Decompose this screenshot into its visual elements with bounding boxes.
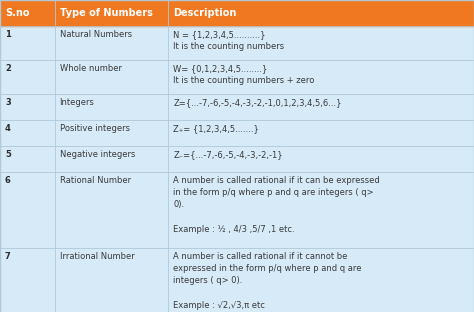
Text: 2: 2 — [5, 64, 11, 73]
Text: Integers: Integers — [60, 98, 94, 107]
Text: 7: 7 — [5, 252, 11, 261]
Bar — [0, 26, 474, 60]
Bar — [0, 248, 474, 312]
Bar — [0, 0, 474, 26]
Text: 4: 4 — [5, 124, 11, 133]
Text: Natural Numbers: Natural Numbers — [60, 30, 132, 39]
Bar — [0, 172, 474, 248]
Text: N = {1,2,3,4,5..........}
It is the counting numbers: N = {1,2,3,4,5..........} It is the coun… — [173, 30, 284, 51]
Text: Rational Number: Rational Number — [60, 176, 131, 185]
Text: Irrational Number: Irrational Number — [60, 252, 134, 261]
Bar — [0, 146, 474, 172]
Text: Z₊= {1,2,3,4,5.......}: Z₊= {1,2,3,4,5.......} — [173, 124, 259, 133]
Text: Type of Numbers: Type of Numbers — [60, 8, 152, 18]
Text: A number is called rational if it can be expressed
in the form p/q where p and q: A number is called rational if it can be… — [173, 176, 380, 234]
Text: W= {0,1,2,3,4,5........}
It is the counting numbers + zero: W= {0,1,2,3,4,5........} It is the count… — [173, 64, 315, 85]
Text: A number is called rational if it cannot be
expressed in the form p/q where p an: A number is called rational if it cannot… — [173, 252, 362, 310]
Bar — [0, 94, 474, 120]
Text: Positive integers: Positive integers — [60, 124, 129, 133]
Text: 6: 6 — [5, 176, 11, 185]
Text: Negative integers: Negative integers — [60, 150, 135, 159]
Text: 1: 1 — [5, 30, 11, 39]
Bar — [0, 60, 474, 94]
Text: 3: 3 — [5, 98, 11, 107]
Text: Whole number: Whole number — [60, 64, 121, 73]
Text: Description: Description — [173, 8, 237, 18]
Text: Z={...-7,-6,-5,-4,-3,-2,-1,0,1,2,3,4,5,6...}: Z={...-7,-6,-5,-4,-3,-2,-1,0,1,2,3,4,5,6… — [173, 98, 342, 107]
Text: 5: 5 — [5, 150, 11, 159]
Text: Z₋={...-7,-6,-5,-4,-3,-2,-1}: Z₋={...-7,-6,-5,-4,-3,-2,-1} — [173, 150, 283, 159]
Text: S.no: S.no — [5, 8, 29, 18]
Bar — [0, 120, 474, 146]
